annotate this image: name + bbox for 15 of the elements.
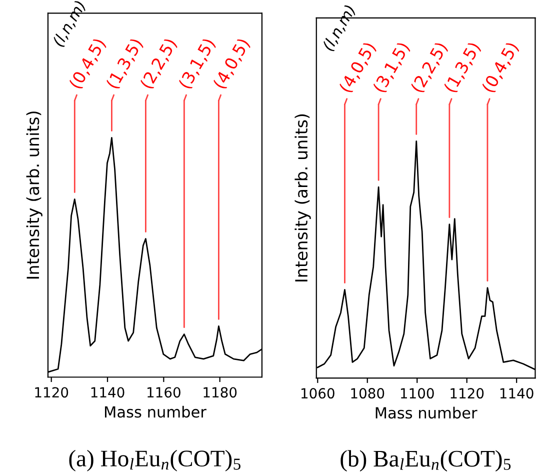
y-axis-title: Intensity (arb. units) — [26, 112, 42, 279]
x-tick-label: 1140 — [91, 387, 124, 398]
x-tick-label: 1080 — [351, 388, 384, 399]
x-tick-label: 1160 — [148, 387, 180, 398]
x-tick-label: 1180 — [204, 387, 237, 398]
x-axis-title: Mass number — [104, 406, 206, 418]
x-axis-title: Mass number — [376, 406, 478, 419]
x-tick-label: 1120 — [450, 388, 484, 399]
x-tick-label: 1100 — [400, 388, 434, 399]
x-tick-label: 1140 — [500, 388, 534, 399]
x-tick-label: 1060 — [301, 388, 334, 399]
text: (a) Ho$_{l}$Eu$_{n}$(COT)$_{5}$ — [69, 450, 240, 472]
x-tick-label: 1120 — [35, 387, 68, 398]
text: (b) Ba$_{l}$Eu$_{n}$(COT)$_{5}$ — [340, 450, 511, 472]
y-axis-title: Intensity (arb. units) — [294, 114, 311, 282]
